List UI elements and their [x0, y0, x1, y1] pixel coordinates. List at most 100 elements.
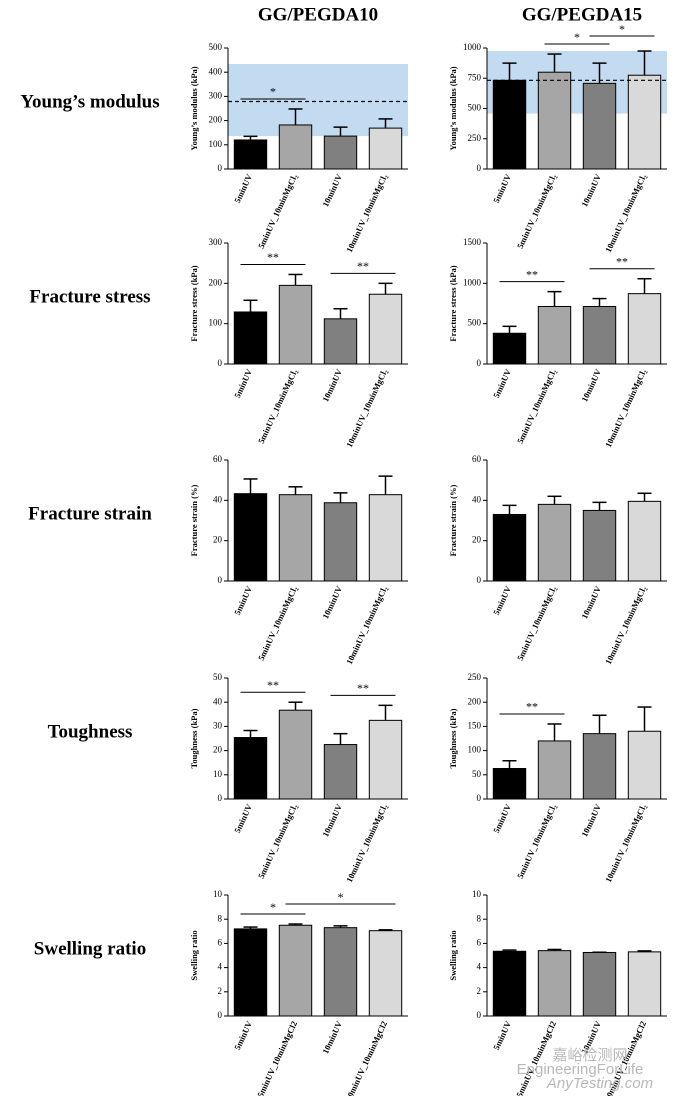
column-title: GG/PEGDA15 [522, 4, 642, 25]
bar [537, 503, 572, 582]
significance-label: ** [267, 250, 279, 264]
x-tick-label: 10minUV_10minMgCl₂ [603, 802, 648, 884]
y-tick-label: 40 [472, 494, 482, 504]
bar [627, 500, 662, 582]
x-tick-label: 5minUV [232, 584, 254, 617]
y-tick-label: 2 [218, 986, 223, 996]
y-tick-label: 20 [472, 535, 482, 545]
x-tick-label: 10minUV [320, 584, 344, 621]
x-tick-label: 10minUV [579, 367, 603, 404]
y-axis-label: Fracture strain (%) [448, 485, 458, 557]
y-tick-label: 250 [468, 133, 482, 143]
row-label: Fracture strain [28, 503, 152, 524]
x-tick-label: 5minUV_10minMgCl₂ [256, 802, 299, 880]
row-label: Young’s modulus [20, 91, 159, 112]
bar [323, 927, 358, 1017]
y-axis-label: Fracture stress (kPa) [448, 265, 458, 341]
bar [537, 71, 572, 170]
y-tick-label: 0 [477, 793, 482, 803]
y-tick-label: 100 [209, 318, 223, 328]
bar [233, 311, 268, 365]
y-tick-label: 250 [468, 672, 482, 682]
x-tick-label: 10minUV_10minMgCl₂ [603, 367, 648, 449]
y-axis-label: Toughness (kPa) [448, 708, 458, 768]
y-tick-label: 500 [468, 318, 482, 328]
bar [537, 740, 572, 800]
y-axis-label: Young’s modulus (kPa) [189, 66, 199, 150]
bar [582, 82, 617, 170]
y-axis-label: Young’s modulus (kPa) [448, 66, 458, 150]
y-tick-label: 4 [218, 962, 223, 972]
x-tick-label: 5minUV [232, 172, 254, 205]
y-tick-label: 300 [209, 237, 223, 247]
bar [582, 509, 617, 582]
bar [492, 79, 527, 170]
y-tick-label: 1000 [463, 277, 482, 287]
bar [537, 950, 572, 1017]
bar [368, 127, 403, 170]
y-tick-label: 500 [468, 103, 482, 113]
y-tick-label: 50 [213, 672, 223, 682]
bar [582, 733, 617, 800]
bar [627, 293, 662, 365]
bar [323, 744, 358, 800]
y-tick-label: 200 [468, 696, 482, 706]
y-tick-label: 0 [477, 1010, 482, 1020]
x-tick-label: 10minUV_10minMgCl₂ [344, 584, 389, 666]
x-tick-label: 5minUV_10minMgCl₂ [515, 802, 558, 880]
row-label: Fracture stress [29, 286, 150, 307]
significance-label: * [619, 22, 625, 36]
bar [368, 719, 403, 800]
y-axis-label: Toughness (kPa) [189, 708, 199, 768]
x-tick-label: 10minUV [579, 172, 603, 209]
y-tick-label: 200 [209, 277, 223, 287]
watermark-site: 嘉峪检测网 [552, 1047, 627, 1064]
bar [368, 494, 403, 582]
y-tick-label: 8 [477, 913, 482, 923]
significance-label: ** [267, 678, 279, 692]
row-label: Swelling ratio [34, 938, 146, 959]
y-tick-label: 1500 [463, 237, 482, 247]
bar [627, 74, 662, 170]
row-label: Toughness [48, 721, 133, 742]
significance-label: * [338, 890, 344, 904]
x-tick-label: 10minUV_10minMgCl₂ [344, 367, 389, 449]
bar [323, 318, 358, 365]
significance-label: ** [616, 254, 628, 268]
bar [368, 293, 403, 365]
x-tick-label: 5minUV_10minMgCl2 [255, 1019, 299, 1096]
bar [582, 951, 617, 1017]
y-tick-label: 6 [218, 937, 223, 947]
bar [233, 493, 268, 582]
significance-label: ** [357, 681, 369, 695]
significance-label: * [574, 30, 580, 44]
x-tick-label: 5minUV [491, 172, 513, 205]
column-title: GG/PEGDA10 [258, 4, 378, 25]
y-tick-label: 100 [468, 745, 482, 755]
y-tick-label: 60 [472, 454, 482, 464]
x-tick-label: 5minUV_10minMgCl₂ [515, 172, 558, 250]
y-tick-label: 4 [477, 962, 482, 972]
bar [627, 730, 662, 800]
y-tick-label: 300 [209, 90, 223, 100]
x-tick-label: 10minUV_10minMgCl2 [343, 1019, 389, 1096]
x-tick-label: 5minUV [491, 367, 513, 400]
y-tick-label: 10 [472, 889, 482, 899]
bar [582, 305, 617, 365]
bar [492, 332, 527, 365]
x-tick-label: 10minUV [320, 1019, 344, 1056]
bar [278, 924, 313, 1017]
watermark-url: AnyTesting.com [546, 1075, 653, 1092]
y-tick-label: 750 [468, 72, 482, 82]
x-tick-label: 5minUV [491, 1019, 513, 1052]
y-tick-label: 100 [209, 139, 223, 149]
x-tick-label: 5minUV_10minMgCl₂ [256, 172, 299, 250]
x-tick-label: 10minUV [320, 172, 344, 209]
watermark-account: EngineeringForLife [517, 1061, 644, 1078]
x-tick-label: 5minUV [232, 1019, 254, 1052]
bar [492, 768, 527, 800]
significance-label: ** [357, 259, 369, 273]
bar [323, 502, 358, 582]
x-tick-label: 10minUV_10minMgCl₂ [603, 172, 648, 254]
